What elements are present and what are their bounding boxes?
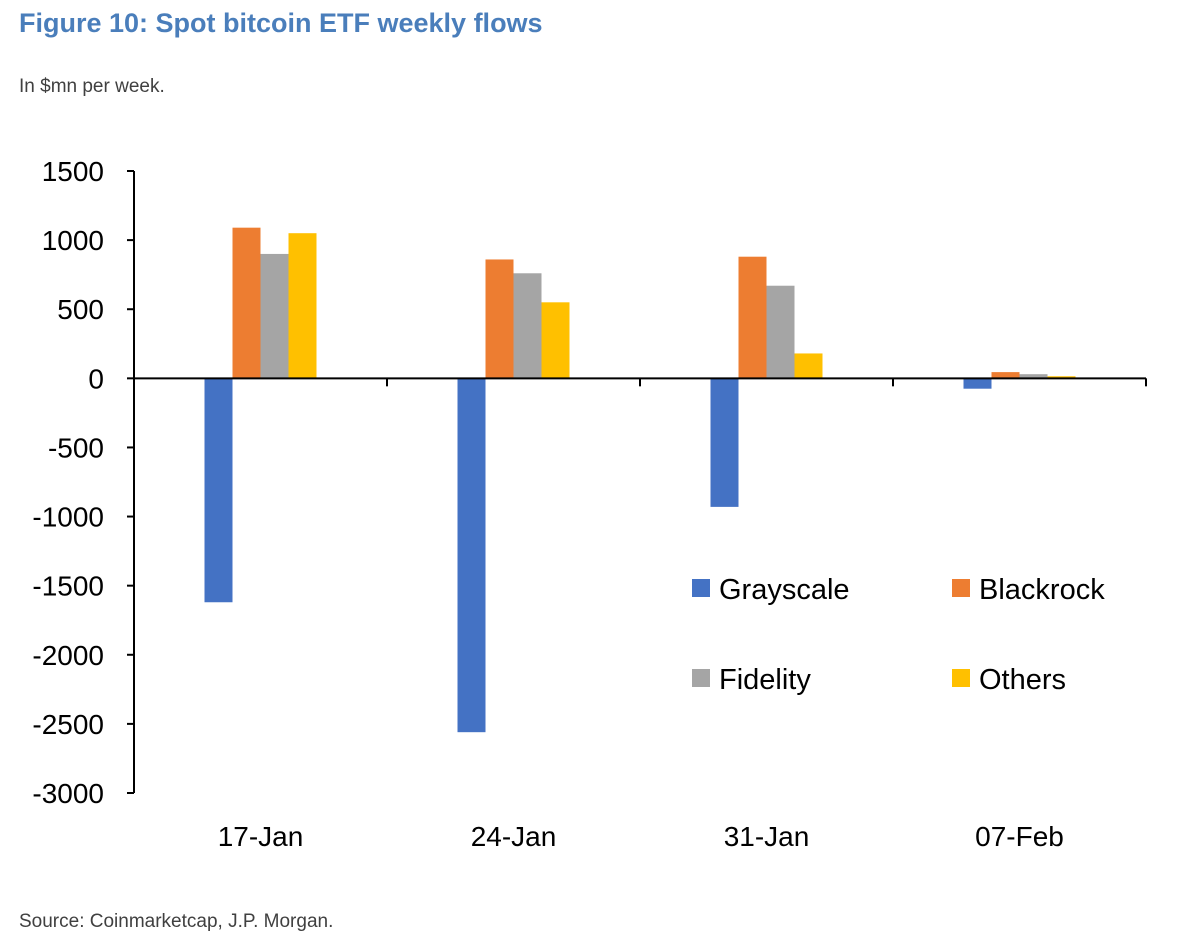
bar-grayscale-17-jan <box>204 378 233 603</box>
y-tick-label: -1000 <box>32 502 104 533</box>
bar-fidelity-31-jan <box>766 285 795 379</box>
legend-swatch-grayscale <box>692 579 710 597</box>
legend-swatch-fidelity <box>692 669 710 687</box>
bar-fidelity-07-feb <box>1019 374 1048 379</box>
bar-blackrock-31-jan <box>738 256 767 379</box>
x-category-label: 24-Jan <box>471 821 557 852</box>
bar-blackrock-24-jan <box>485 259 514 379</box>
bar-blackrock-07-feb <box>991 372 1020 379</box>
bar-blackrock-17-jan <box>232 227 261 379</box>
y-tick-label: -3000 <box>32 778 104 809</box>
legend-label-fidelity: Fidelity <box>719 664 811 696</box>
y-tick-label: 1500 <box>42 156 104 187</box>
y-tick-label: -1500 <box>32 571 104 602</box>
figure-title: Figure 10: Spot bitcoin ETF weekly flows <box>19 8 543 38</box>
x-category-label: 31-Jan <box>724 821 810 852</box>
y-tick-label: -2000 <box>32 640 104 671</box>
y-tick-label: 1000 <box>42 225 104 256</box>
legend-label-grayscale: Grayscale <box>719 574 850 606</box>
x-category-label: 07-Feb <box>975 821 1064 852</box>
bar-grayscale-24-jan <box>457 378 486 733</box>
y-tick-label: 500 <box>57 294 104 325</box>
bar-grayscale-07-feb <box>963 378 992 389</box>
bar-grayscale-31-jan <box>710 378 739 507</box>
y-tick-label: -2500 <box>32 709 104 740</box>
bar-fidelity-17-jan <box>260 253 289 379</box>
bar-chart: 1500 1000 500 0 -500 -1000 -1500 -2000 -2500 -300… <box>32 156 1147 852</box>
legend-swatch-blackrock <box>952 579 970 597</box>
bar-fidelity-24-jan <box>513 273 542 379</box>
legend-label-others: Others <box>979 664 1066 696</box>
y-tick-label: -500 <box>48 432 104 463</box>
bar-others-31-jan <box>794 353 823 379</box>
legend-swatch-others <box>952 669 970 687</box>
bar-others-17-jan <box>288 233 317 379</box>
bar-others-24-jan <box>541 302 570 379</box>
legend-label-blackrock: Blackrock <box>979 574 1105 606</box>
figure-source: Source: Coinmarketcap, J.P. Morgan. <box>19 911 334 932</box>
y-tick-label: 0 <box>88 363 104 394</box>
figure-subtitle: In $mn per week. <box>19 76 165 97</box>
bar-others-07-feb <box>1047 376 1076 379</box>
x-category-label: 17-Jan <box>218 821 304 852</box>
